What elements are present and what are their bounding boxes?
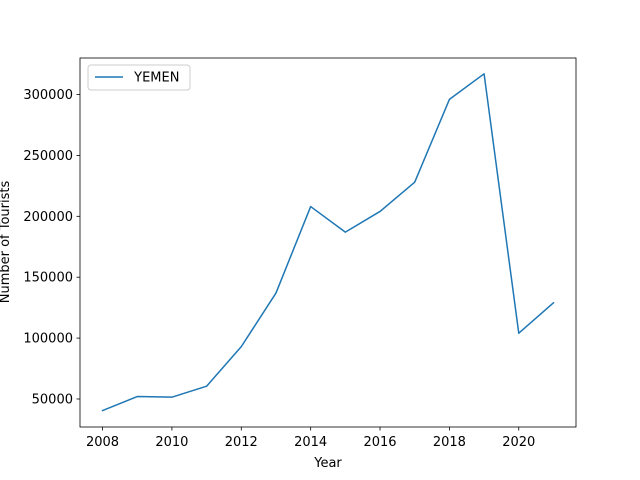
y-tick-label: 150000 [23,271,73,286]
legend: YEMEN [87,64,191,91]
x-axis-ticks: 2008 2010 2012 2014 2016 2018 2020 [86,427,535,450]
x-tick-label: 2012 [225,435,258,450]
y-tick-label: 200000 [23,210,73,225]
x-tick-label: 2016 [363,435,396,450]
series-line-0 [101,73,555,412]
y-axis-label: Number of Tourists [0,181,13,304]
legend-label-yemen: YEMEN [130,71,179,86]
y-tick-label: 100000 [23,332,73,347]
x-axis-label: Year [313,456,342,471]
x-tick-label: 2018 [433,435,466,450]
axes-frame [79,57,577,428]
x-tick-label: 2008 [86,435,119,450]
plot-area [79,57,577,428]
legend-frame [87,64,191,91]
y-axis-ticks: 50000 100000 150000 200000 250000 300000 [23,88,80,407]
x-tick-label: 2014 [294,435,327,450]
y-tick-label: 50000 [32,392,73,407]
x-tick-label: 2020 [502,435,535,450]
y-tick-label: 250000 [23,149,73,164]
y-tick-label: 300000 [23,88,73,103]
x-tick-label: 2010 [155,435,188,450]
